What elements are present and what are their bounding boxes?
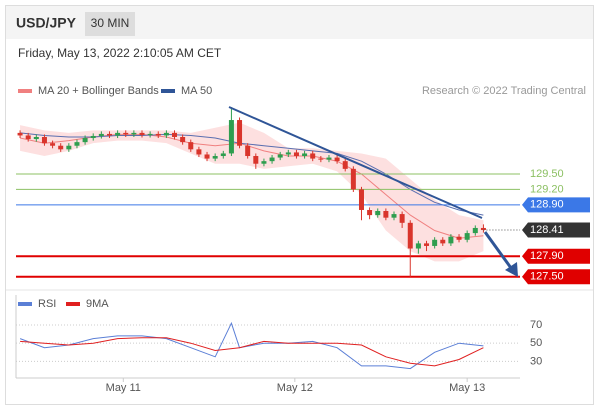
candle-body	[33, 137, 39, 140]
candle-body	[98, 133, 104, 136]
candle-body	[326, 157, 332, 160]
candle-body	[310, 153, 316, 159]
candle-body	[432, 239, 438, 246]
level-box	[522, 248, 590, 264]
candle-body	[285, 152, 291, 155]
candle-body	[106, 133, 112, 136]
candle-body	[415, 243, 421, 249]
candle-body	[261, 161, 267, 164]
level-box	[522, 197, 590, 213]
plot: 129.50 129.20 128.90 127.90 127.50 128.41 MA 2…	[15, 85, 590, 394]
y-tick-label: 70	[530, 319, 542, 331]
last-price-label: 128.41	[530, 224, 564, 236]
candle-body	[245, 145, 251, 157]
candle-body	[383, 211, 389, 218]
candle-body	[90, 135, 96, 139]
candle-body	[448, 236, 454, 244]
legend-label: RSI	[38, 298, 56, 310]
candle-body	[237, 120, 243, 146]
candle-body	[66, 145, 72, 150]
candle-body	[50, 143, 56, 146]
candle-body	[375, 211, 381, 216]
candle-body	[464, 233, 470, 240]
candle-body	[74, 142, 80, 146]
legend-swatch	[161, 89, 175, 93]
legend-label: MA 20 + Bollinger Bands	[38, 85, 159, 97]
x-tick-label: May 12	[277, 382, 313, 394]
level-label: 129.20	[530, 183, 564, 195]
legend-swatch	[18, 302, 32, 306]
x-tick-label: May 13	[449, 382, 485, 394]
candle-body	[318, 158, 324, 160]
candle-body	[399, 214, 405, 223]
candle-body	[293, 152, 299, 157]
candle-body	[480, 227, 486, 231]
candle-body	[58, 145, 64, 150]
candle-body	[147, 133, 153, 135]
candle-body	[41, 137, 47, 144]
timeframe-box[interactable]	[85, 12, 135, 36]
level-label: 128.90	[530, 199, 564, 211]
level-label: 127.50	[530, 271, 564, 283]
candle-body	[212, 156, 218, 159]
legend-label: MA 50	[181, 85, 212, 97]
candle-body	[139, 132, 145, 135]
candle-body	[472, 227, 478, 234]
candle-body	[82, 138, 88, 143]
candle-body	[220, 153, 226, 157]
candle-body	[302, 153, 308, 157]
candle-body	[440, 239, 446, 244]
candle-body	[342, 161, 348, 169]
candle-body	[155, 133, 161, 136]
arrow-head	[505, 262, 518, 277]
x-tick-label: May 11	[106, 382, 141, 394]
legend-swatch	[66, 302, 80, 306]
candle-body	[269, 157, 275, 162]
candle-body	[25, 135, 31, 140]
candle-body	[17, 132, 23, 136]
candle-body	[196, 149, 202, 155]
candle-body	[407, 222, 413, 249]
datetime: Friday, May 13, 2022 2:10:05 AM CET	[18, 46, 222, 60]
candle-body	[204, 154, 210, 159]
candle-body	[115, 132, 121, 136]
series-line	[20, 337, 484, 367]
candle-body	[188, 142, 194, 150]
candle-body	[180, 137, 186, 143]
trend-line	[228, 106, 483, 219]
level-label: 129.50	[530, 168, 564, 180]
candle-body	[163, 132, 169, 136]
candle-body	[172, 132, 178, 137]
series-line	[20, 132, 484, 216]
candle-body	[131, 132, 137, 135]
level-box	[522, 269, 590, 285]
candle-body	[253, 156, 259, 164]
candle-body	[350, 168, 356, 190]
last-price-box	[522, 222, 590, 238]
credit: Research © 2022 Trading Central	[422, 85, 586, 97]
timeframe[interactable]: 30 MIN	[91, 16, 130, 30]
forecast-arrow	[483, 231, 513, 269]
candle-body	[367, 209, 373, 216]
y-tick-label: 50	[530, 337, 542, 349]
candle-body	[334, 157, 340, 162]
candle-body	[277, 154, 283, 158]
candle-body	[358, 189, 364, 210]
candle-body	[123, 132, 129, 135]
candle-body	[456, 236, 462, 240]
y-tick-label: 30	[530, 355, 542, 367]
candle-body	[228, 120, 234, 154]
candle-body	[391, 214, 397, 218]
legend-label: 9MA	[86, 298, 109, 310]
symbol: USD/JPY	[16, 15, 77, 31]
bollinger-band	[20, 122, 484, 262]
level-label: 127.90	[530, 250, 564, 262]
legend-swatch	[18, 89, 32, 93]
candle-body	[424, 243, 430, 246]
